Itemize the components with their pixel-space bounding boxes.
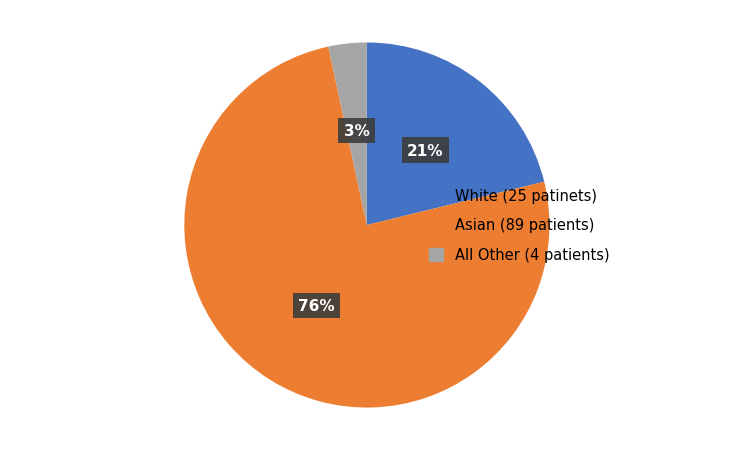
Wedge shape bbox=[329, 43, 367, 226]
Text: 3%: 3% bbox=[344, 124, 370, 139]
Wedge shape bbox=[184, 47, 550, 408]
Legend: White (25 patinets), Asian (89 patients), All Other (4 patients): White (25 patinets), Asian (89 patients)… bbox=[421, 181, 617, 270]
Text: 21%: 21% bbox=[408, 143, 444, 158]
Text: 76%: 76% bbox=[299, 298, 335, 313]
Wedge shape bbox=[367, 43, 544, 226]
